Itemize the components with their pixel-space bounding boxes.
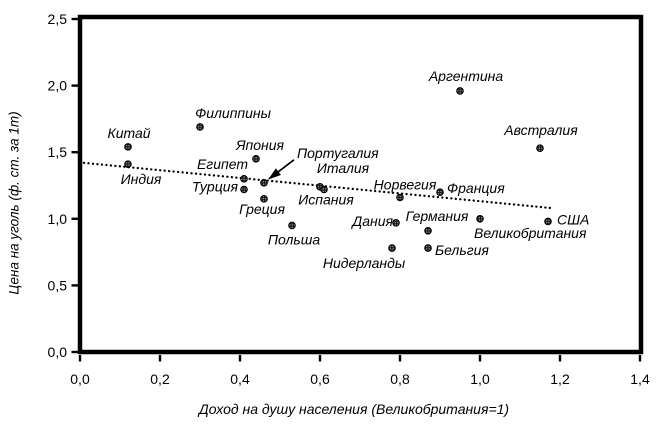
y-tick-label: 2,0 [48, 78, 68, 94]
country-label: Греция [239, 201, 285, 217]
x-axis-title: Доход на душу населения (Великобритания=… [198, 401, 510, 417]
data-point [436, 188, 444, 196]
x-tick-label: 1,2 [550, 371, 570, 387]
data-point [260, 179, 268, 187]
x-tick-label: 0,0 [70, 371, 90, 387]
data-point [396, 193, 404, 202]
x-tick-label: 0,2 [150, 371, 170, 387]
country-label: Нидерланды [323, 255, 406, 271]
data-point [196, 123, 204, 131]
country-label: США [557, 211, 589, 227]
y-tick-label: 2,5 [48, 11, 68, 27]
data-point [240, 185, 248, 194]
country-label: Япония [235, 137, 285, 153]
y-axis-title: Цена на уголь (ф. ст. за 1т) [6, 111, 22, 295]
data-point [388, 244, 396, 252]
data-point [544, 217, 552, 226]
x-tick-label: 0,4 [230, 371, 250, 387]
data-point [456, 87, 464, 95]
y-tick-label: 0,0 [48, 344, 68, 360]
country-label: Польша [268, 231, 321, 247]
country-label: Китай [107, 125, 150, 141]
x-tick-label: 0,6 [310, 371, 330, 387]
data-point [240, 175, 248, 183]
portugal-arrow [268, 159, 295, 180]
y-tick-label: 1,0 [48, 211, 68, 227]
country-label: Австралия [503, 122, 578, 138]
y-tick-label: 1,5 [48, 144, 68, 160]
x-tick-label: 1,4 [630, 371, 650, 387]
data-point [260, 195, 268, 203]
country-label: Индия [121, 171, 162, 187]
country-label: Бельгия [435, 242, 489, 258]
axis-ticks: 0,0 0,2 0,4 0,6 0,8 1,0 1,2 1,4 0,0 0,5 1,0 1,5 2,0 2… [48, 11, 650, 387]
country-label: Турция [192, 178, 239, 194]
data-point [476, 215, 484, 223]
country-label: Филиппины [195, 105, 271, 121]
country-label: Португалия [297, 145, 379, 161]
country-label: Великобритания [474, 225, 587, 241]
y-tick-label: 0,5 [48, 277, 68, 293]
country-label: Германия [406, 208, 469, 224]
data-point [124, 160, 132, 168]
data-point [424, 226, 432, 235]
x-tick-label: 0,8 [390, 371, 410, 387]
data-point [252, 155, 260, 163]
plot-border [77, 14, 644, 355]
country-label: Дания [350, 213, 393, 229]
x-tick-label: 1,0 [470, 371, 490, 387]
country-label: Норвегия [374, 176, 437, 192]
data-point [536, 144, 544, 153]
data-point [124, 143, 132, 151]
data-points [124, 87, 552, 252]
country-label: Франция [447, 180, 505, 196]
country-label: Италия [317, 160, 370, 176]
data-point [288, 221, 296, 230]
country-labels: Китай Индия Филиппины Япония Египет Турция Пор… [107, 68, 589, 271]
plot-frame [77, 14, 644, 355]
country-label: Аргентина [428, 68, 504, 84]
country-label: Испания [298, 191, 354, 207]
data-point [392, 218, 400, 227]
data-point [424, 244, 432, 252]
country-label: Египет [197, 156, 248, 172]
annotation-arrow [268, 159, 295, 180]
data-point [320, 185, 328, 194]
